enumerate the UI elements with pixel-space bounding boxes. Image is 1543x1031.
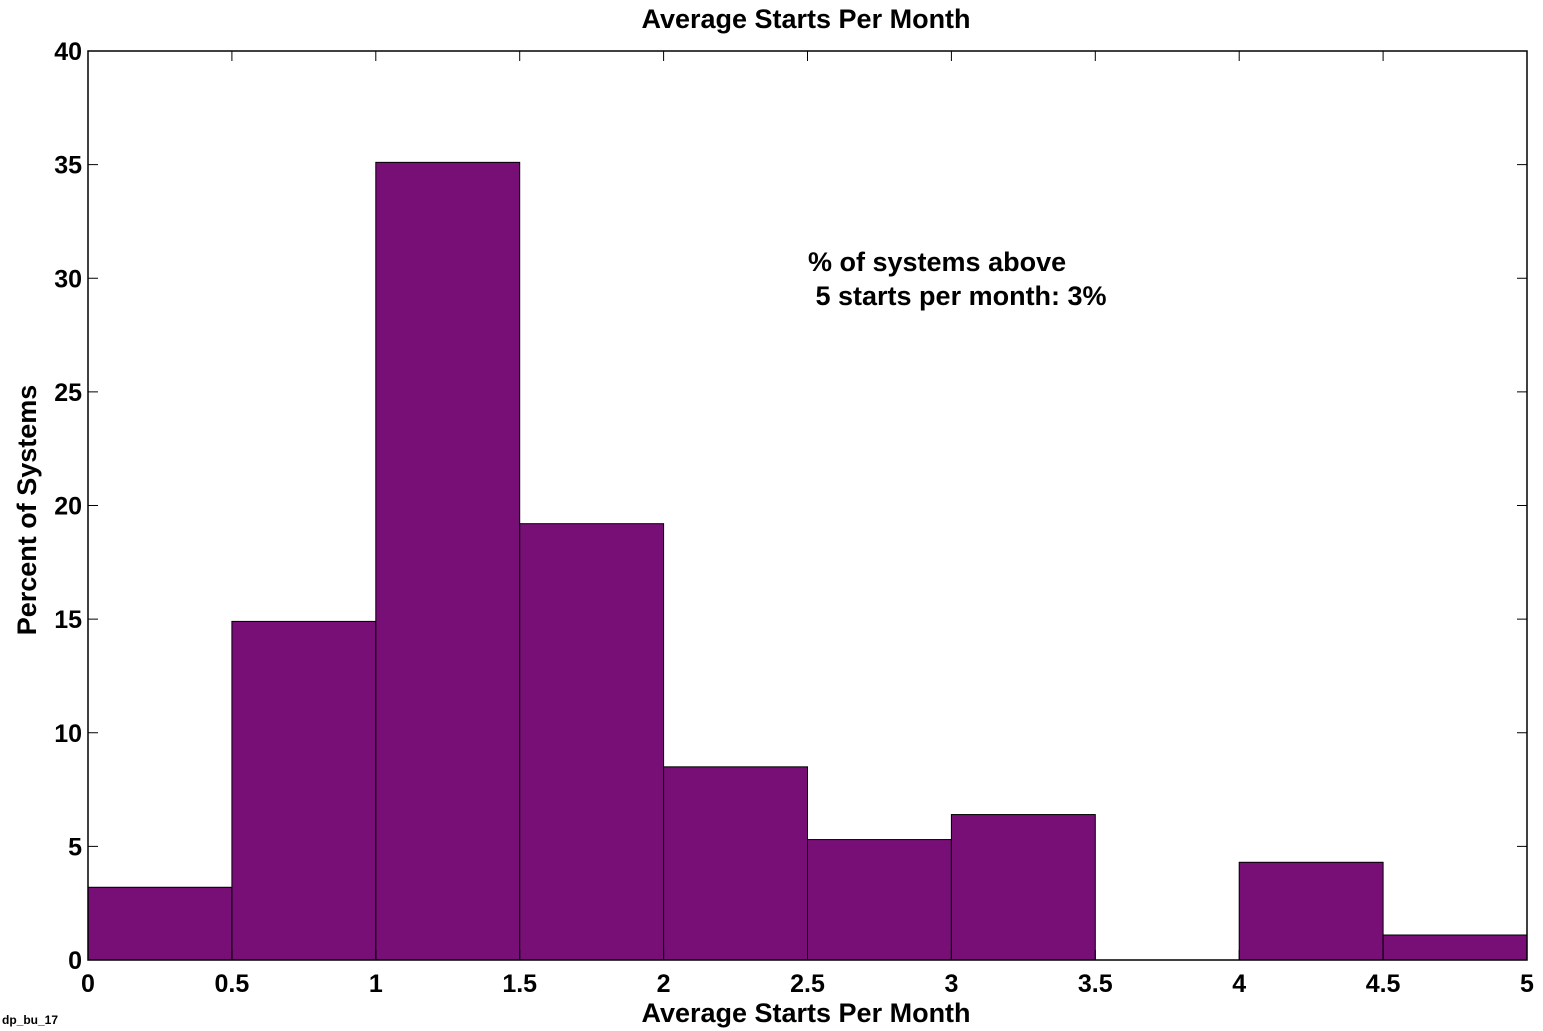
annotation-line-2: 5 starts per month: 3% — [808, 281, 1107, 311]
y-tick-label: 0 — [68, 947, 82, 975]
chart-title: Average Starts Per Month — [641, 4, 970, 34]
y-tick-labels: 0 5 10 15 20 25 30 35 40 — [54, 38, 82, 975]
y-tick-label: 40 — [54, 38, 82, 66]
annotation-text: % of systems above 5 starts per month: 3… — [808, 247, 1107, 311]
annotation-line-1: % of systems above — [808, 247, 1066, 277]
x-tick-label: 2 — [657, 970, 671, 998]
x-tick-label: 1.5 — [502, 970, 537, 998]
x-tick-label: 0 — [81, 970, 95, 998]
plot-frame — [87, 50, 1528, 961]
x-tick-label: 2.5 — [790, 970, 825, 998]
y-tick-label: 25 — [54, 379, 82, 407]
y-tick-label: 35 — [54, 152, 82, 180]
histogram-bar — [87, 886, 233, 961]
x-tick-label: 5 — [1520, 970, 1534, 998]
figure-id-label: dp_bu_17 — [2, 1013, 58, 1027]
histogram-bar — [950, 814, 1096, 961]
x-tick-label: 3.5 — [1078, 970, 1113, 998]
histogram-bar — [663, 766, 808, 961]
x-tick-label: 1 — [369, 970, 383, 998]
histogram-bar — [1382, 934, 1528, 961]
x-tick-labels: 0 0.5 1 1.5 2 2.5 3 3.5 4 4.5 5 — [81, 970, 1534, 998]
bars — [87, 161, 1528, 961]
y-tick-label: 20 — [54, 493, 82, 521]
y-axis-title: Percent of Systems — [12, 385, 42, 636]
y-tick-label: 30 — [54, 265, 82, 293]
x-axis-title: Average Starts Per Month — [641, 998, 970, 1028]
histogram-bar — [1238, 861, 1384, 961]
y-tick-label: 5 — [68, 833, 82, 861]
x-tick-label: 0.5 — [215, 970, 250, 998]
x-tick-label: 4 — [1232, 970, 1246, 998]
histogram-bar — [519, 523, 665, 961]
x-tick-label: 3 — [944, 970, 958, 998]
histogram-bar — [375, 161, 521, 961]
histogram-bar — [807, 839, 952, 961]
y-tick-label: 10 — [54, 720, 82, 748]
x-tick-label: 4.5 — [1366, 970, 1401, 998]
histogram-bar — [231, 620, 377, 961]
y-tick-label: 15 — [54, 606, 82, 634]
